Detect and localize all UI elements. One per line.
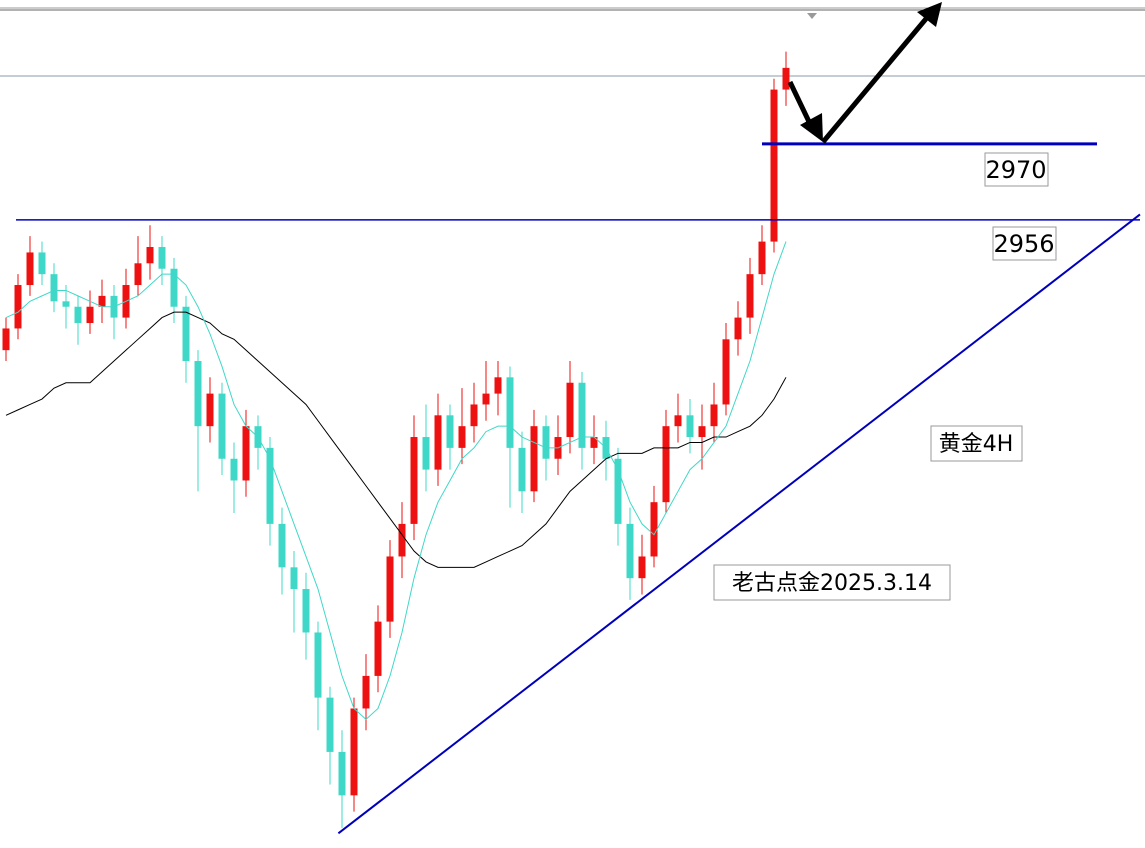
moving-average bbox=[5, 311, 787, 568]
candle-body bbox=[302, 589, 310, 633]
candle-body bbox=[686, 415, 694, 438]
candle-body bbox=[674, 415, 682, 427]
candle-body bbox=[638, 556, 646, 579]
candle-body bbox=[542, 426, 550, 459]
candle-body bbox=[314, 632, 322, 698]
candle-body bbox=[374, 621, 382, 676]
candle-body bbox=[494, 377, 502, 394]
candle-body bbox=[746, 274, 754, 318]
level-label: 2956 bbox=[993, 230, 1054, 258]
arrow-head bbox=[917, 2, 942, 27]
candle-body bbox=[242, 426, 250, 481]
candle-body bbox=[410, 437, 418, 524]
candle-body bbox=[338, 751, 346, 796]
annotation: 老古点金2025.3.14 bbox=[732, 571, 932, 596]
candle-body bbox=[182, 306, 190, 362]
label-box bbox=[992, 226, 1057, 261]
candle-body bbox=[734, 317, 742, 340]
candle-body bbox=[290, 567, 298, 590]
candle-body bbox=[518, 447, 526, 492]
candle-body bbox=[194, 361, 202, 427]
candle-body bbox=[470, 404, 478, 427]
candle-body bbox=[482, 393, 490, 405]
candle-body bbox=[362, 675, 370, 709]
candle-body bbox=[278, 523, 286, 568]
candle-body bbox=[506, 377, 514, 448]
label-box bbox=[930, 425, 1023, 462]
annotation: 黄金4H bbox=[939, 432, 1014, 457]
candle-body bbox=[590, 437, 598, 448]
candle-body bbox=[434, 415, 442, 470]
labels: 2970 2956 黄金4H 老古点金2025.3.14 bbox=[713, 152, 1057, 601]
candle-body bbox=[770, 89, 778, 242]
arrow bbox=[787, 80, 815, 130]
candle-body bbox=[2, 328, 10, 351]
candle-body bbox=[86, 306, 94, 324]
candle-body bbox=[626, 523, 634, 579]
candle-body bbox=[446, 415, 454, 448]
moving-average bbox=[5, 241, 787, 721]
candle-body bbox=[206, 393, 214, 427]
label-box bbox=[984, 152, 1049, 187]
candle-body bbox=[218, 393, 226, 459]
candle-body bbox=[230, 458, 238, 481]
arrow-head bbox=[800, 113, 823, 142]
trend-line bbox=[337, 213, 1141, 835]
candle-body bbox=[98, 295, 106, 307]
candle-body bbox=[458, 426, 466, 448]
candle-body bbox=[398, 523, 406, 557]
candle-body bbox=[146, 247, 154, 264]
candle-body bbox=[386, 556, 394, 622]
candle-body bbox=[158, 247, 166, 269]
candle-body bbox=[530, 426, 538, 492]
candle-body bbox=[758, 241, 766, 275]
candle-body bbox=[50, 274, 58, 302]
candle-body bbox=[650, 502, 658, 557]
candle-body bbox=[62, 301, 70, 307]
candle-body bbox=[350, 708, 358, 796]
candle-body bbox=[422, 437, 430, 470]
level-label: 2970 bbox=[985, 156, 1046, 184]
candle-body bbox=[710, 404, 718, 427]
plot bbox=[0, 51, 1145, 835]
arrow bbox=[821, 12, 932, 144]
candle-body bbox=[566, 382, 574, 438]
label-box bbox=[713, 564, 951, 601]
candle-body bbox=[662, 426, 670, 503]
candle-body bbox=[134, 263, 142, 286]
candle-body bbox=[26, 252, 34, 286]
candle-body bbox=[170, 268, 178, 307]
candle-body bbox=[578, 382, 586, 448]
candle-body bbox=[722, 339, 730, 405]
marker bbox=[807, 13, 817, 19]
candle-body bbox=[698, 426, 706, 438]
candle-body bbox=[782, 67, 790, 90]
candle-body bbox=[266, 447, 274, 524]
candle-body bbox=[614, 458, 622, 524]
candle-body bbox=[74, 306, 82, 324]
candle-body bbox=[14, 285, 22, 329]
candle-body bbox=[38, 252, 46, 275]
candle-body bbox=[326, 697, 334, 752]
arrows bbox=[787, 2, 942, 144]
